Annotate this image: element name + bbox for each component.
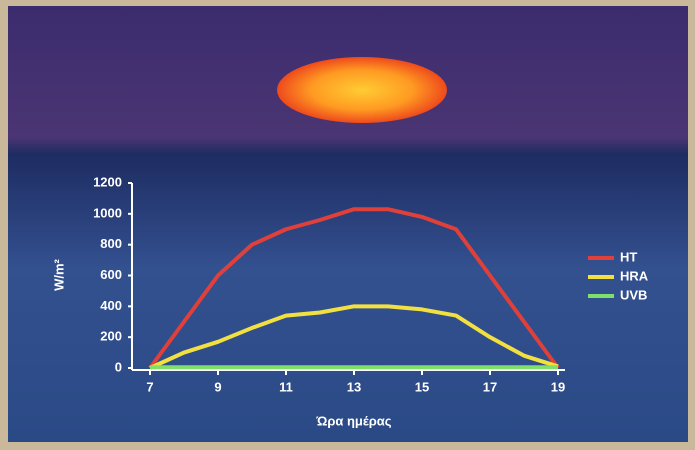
- y-tick-label: 0: [115, 359, 122, 374]
- y-tick-label: 200: [100, 329, 122, 344]
- x-tick-label: 7: [146, 379, 153, 394]
- x-axis-label: Ώρα ημέρας: [315, 413, 391, 428]
- x-tick-label: 19: [551, 379, 565, 394]
- sun: [277, 57, 447, 123]
- y-tick-label: 1000: [93, 205, 122, 220]
- x-tick-label: 13: [347, 379, 361, 394]
- y-axis-label: W/m²: [51, 258, 66, 290]
- legend-label: UVB: [620, 287, 647, 302]
- y-tick-label: 1200: [93, 174, 122, 189]
- y-tick-label: 800: [100, 236, 122, 251]
- x-tick-label: 9: [214, 379, 221, 394]
- x-tick-label: 11: [279, 379, 293, 394]
- legend-label: HRA: [620, 268, 649, 283]
- x-tick-label: 15: [415, 379, 429, 394]
- legend-label: HT: [620, 249, 637, 264]
- x-tick-label: 17: [483, 379, 497, 394]
- chart: W/m² Ώρα ημέρας 0 200 400 600 800 1000 1200 7 9 1…: [0, 0, 695, 450]
- y-tick-label: 400: [100, 298, 122, 313]
- y-tick-label: 600: [100, 267, 122, 282]
